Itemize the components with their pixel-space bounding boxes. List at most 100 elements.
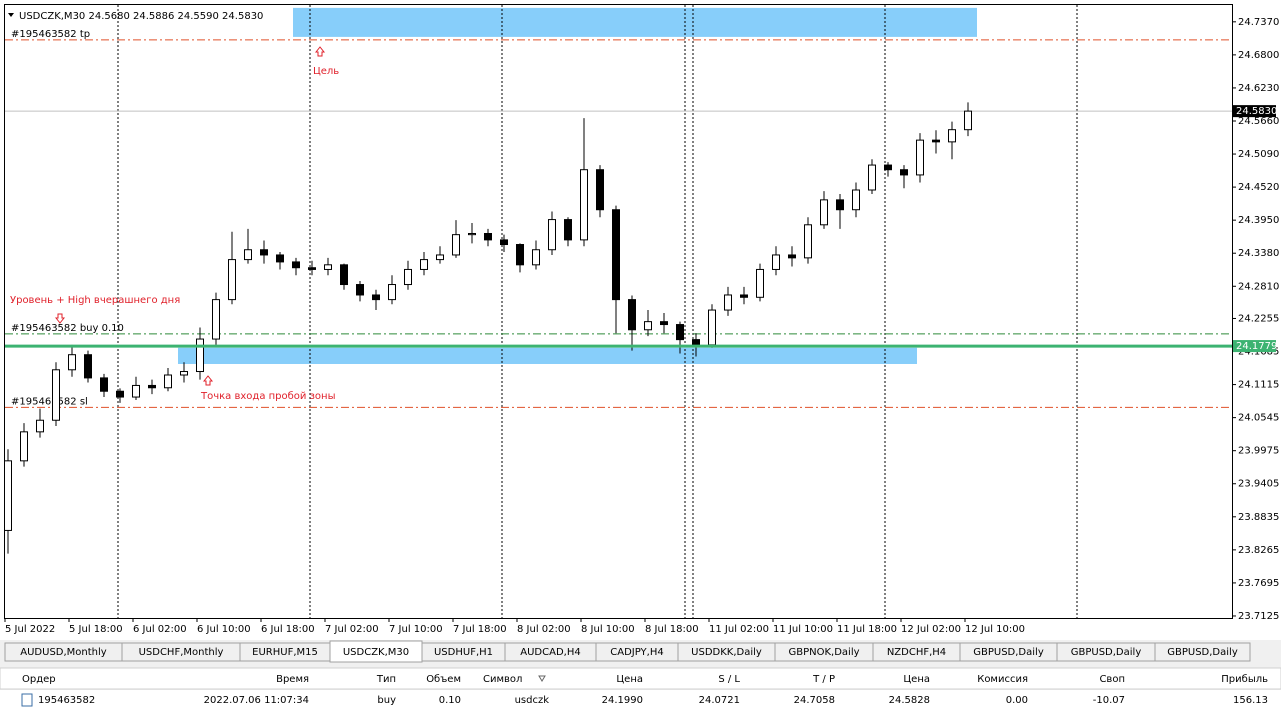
tab-label[interactable]: USDDKK,Daily: [691, 647, 762, 658]
bid-label-bg: [1233, 105, 1276, 118]
table-cell[interactable]: 0.00: [1006, 695, 1028, 706]
candle-body: [852, 189, 860, 211]
candle-body: [900, 169, 908, 176]
candle-body: [820, 199, 828, 226]
candle-body: [884, 164, 892, 171]
candle-body: [612, 209, 620, 301]
bid-label: 24.5830: [1236, 106, 1277, 117]
x-tick-label: 6 Jul 18:00: [261, 624, 315, 635]
candle-body: [756, 268, 764, 298]
candle-body: [468, 232, 476, 236]
table-header: Цена: [903, 674, 930, 685]
x-tick-label: 5 Jul 2022: [5, 624, 55, 635]
table-header: S / L: [718, 674, 740, 685]
candle-body: [228, 259, 236, 301]
candle-body: [164, 374, 172, 389]
tab-label[interactable]: USDCHF,Monthly: [139, 647, 224, 658]
annotation: Точка входа пробой зоны: [200, 391, 335, 402]
tab[interactable]: [1154, 642, 1251, 662]
candle-body: [836, 199, 844, 211]
y-tick-label: 24.7370: [1238, 17, 1279, 28]
tab-label[interactable]: AUDCAD,H4: [520, 647, 580, 658]
y-tick-label: 24.2255: [1238, 313, 1279, 324]
tab-label[interactable]: GBPUSD,Daily: [1071, 647, 1142, 658]
tab-label[interactable]: GBPUSD,Daily: [973, 647, 1044, 658]
table-header: Комиссия: [977, 674, 1028, 685]
y-tick-label: 24.3950: [1238, 215, 1279, 226]
table-header: Время: [276, 674, 309, 685]
candle-body: [324, 264, 332, 270]
candle-body: [932, 139, 940, 143]
candle-body: [916, 139, 924, 176]
candle-body: [292, 261, 300, 269]
candle-body: [68, 354, 76, 371]
candle-body: [436, 254, 444, 261]
candle-body: [260, 249, 268, 256]
plot-frame: [4, 4, 1233, 619]
table-cell[interactable]: usdczk: [515, 695, 550, 706]
candle-body: [564, 219, 572, 241]
candle-body: [148, 384, 156, 389]
tab-label[interactable]: EURHUF,M15: [252, 647, 318, 658]
candle-body: [196, 338, 204, 373]
tab-label[interactable]: GBPUSD,Daily: [1167, 647, 1238, 658]
tab-label[interactable]: AUDUSD,Monthly: [20, 647, 107, 658]
arrow-icon: [314, 46, 326, 57]
table-header: Символ: [483, 674, 522, 685]
annotation: Уровень + High вчерашнего дня: [10, 295, 180, 306]
order-label: #195463582 buy 0.10: [11, 323, 124, 334]
candle-body: [404, 268, 412, 286]
x-tick-label: 7 Jul 02:00: [325, 624, 379, 635]
candle-body: [180, 371, 188, 376]
candle-body: [36, 419, 44, 433]
table-cell[interactable]: -10.07: [1093, 695, 1125, 706]
table-cell[interactable]: 24.7058: [794, 695, 835, 706]
candle-body: [676, 324, 684, 341]
candle-body: [452, 234, 460, 256]
x-tick-label: 8 Jul 02:00: [517, 624, 571, 635]
table-header: Своп: [1099, 674, 1125, 685]
table-cell[interactable]: 0.10: [439, 695, 461, 706]
table-cell[interactable]: 24.5828: [889, 695, 930, 706]
candle-body: [212, 299, 220, 340]
y-tick-label: 24.3380: [1238, 248, 1279, 259]
x-tick-label: 11 Jul 18:00: [837, 624, 897, 635]
y-tick-label: 24.1115: [1238, 380, 1279, 391]
candle-body: [628, 299, 636, 331]
tab-label[interactable]: USDHUF,H1: [434, 647, 493, 658]
candle-body: [132, 384, 140, 398]
candle-body: [372, 294, 380, 301]
x-tick-label: 11 Jul 10:00: [773, 624, 833, 635]
table-cell[interactable]: 24.0721: [699, 695, 740, 706]
candle-body: [724, 294, 732, 311]
order-icon: [21, 693, 33, 707]
candle-body: [388, 284, 396, 301]
candle-body: [532, 249, 540, 266]
table-cell[interactable]: 156.13: [1233, 695, 1268, 706]
candle-body: [100, 377, 108, 392]
tab-label[interactable]: NZDCHF,H4: [887, 647, 946, 658]
table-cell[interactable]: buy: [377, 695, 396, 706]
tab-label[interactable]: GBPNOK,Daily: [788, 647, 859, 658]
table-cell[interactable]: 195463582: [38, 695, 95, 706]
table-header: Прибыль: [1221, 674, 1268, 685]
y-tick-label: 24.2810: [1238, 281, 1279, 292]
tab-label[interactable]: CADJPY,H4: [610, 647, 663, 658]
menu-arrow: [8, 13, 14, 17]
candle-body: [4, 460, 12, 531]
zone: [178, 347, 917, 364]
y-tick-label: 23.8835: [1238, 512, 1279, 523]
candle-body: [548, 219, 556, 251]
zone: [293, 7, 977, 37]
y-tick-label: 24.0545: [1238, 413, 1279, 424]
table-header-bg: [0, 667, 1281, 690]
x-tick-label: 7 Jul 10:00: [389, 624, 443, 635]
tab-label[interactable]: USDCZK,M30: [343, 647, 409, 658]
table-cell[interactable]: 24.1990: [602, 695, 643, 706]
x-tick-label: 6 Jul 02:00: [133, 624, 187, 635]
y-tick-label: 24.6230: [1238, 83, 1279, 94]
arrow-icon: [202, 375, 214, 386]
x-tick-label: 7 Jul 18:00: [453, 624, 507, 635]
table-cell[interactable]: 2022.07.06 11:07:34: [204, 695, 309, 706]
